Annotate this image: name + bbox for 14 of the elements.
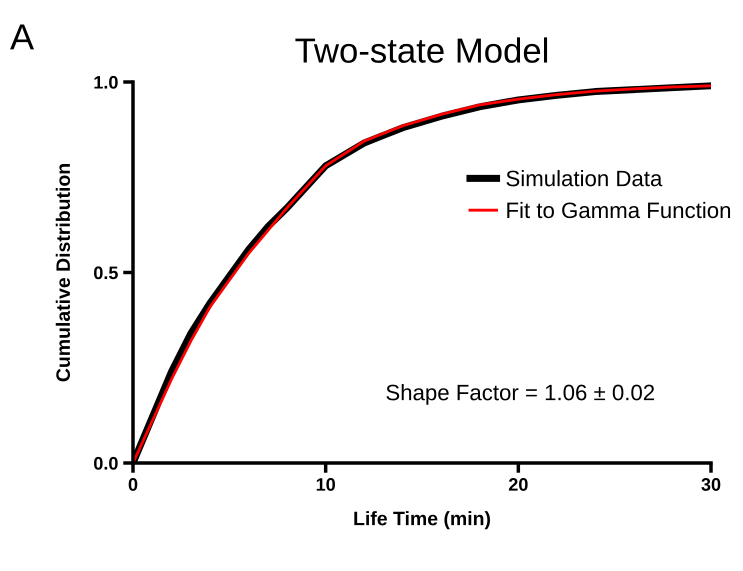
x-tick-label: 0 <box>128 478 138 491</box>
x-tick-label: 10 <box>316 478 335 491</box>
chart-title: Two-state Model <box>295 37 548 63</box>
legend-label: Fit to Gamma Function <box>507 202 730 218</box>
text: A <box>10 24 34 50</box>
y-axis-title: Cumulative Distribution <box>56 164 70 382</box>
legend-label: Simulation Data <box>506 170 662 186</box>
x-tick-label: 30 <box>701 478 720 491</box>
x-tick-label: 20 <box>508 478 528 491</box>
y-tick-label: 1.0 <box>94 76 118 89</box>
y-tick-label: 0.0 <box>94 456 118 470</box>
y-tick-label: 0.5 <box>94 266 118 280</box>
x-axis-title: Life Time (min) <box>354 511 490 530</box>
annotation: Shape Factor = 1.06 ± 0.02 <box>386 384 654 405</box>
